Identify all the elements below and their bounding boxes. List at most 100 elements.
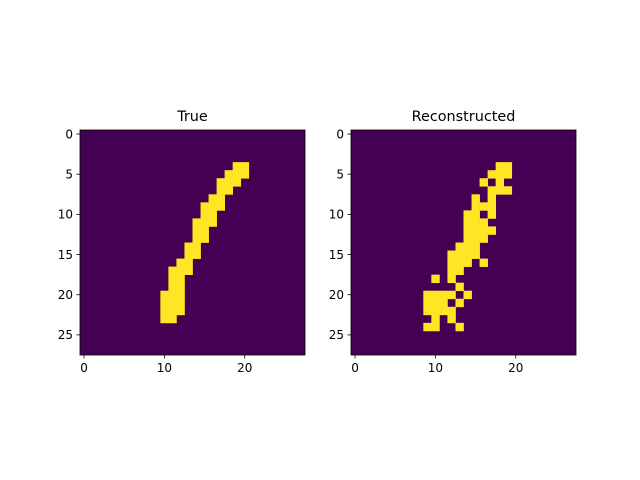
pixel-cell: [503, 162, 513, 171]
pixel-cell: [192, 234, 201, 243]
pixel-cell: [447, 314, 456, 324]
axes-frame: [350, 129, 577, 356]
image-cells: [351, 130, 576, 355]
pixel-cell: [431, 306, 440, 316]
pixel-cell: [431, 290, 440, 300]
pixel-cell: [176, 258, 185, 267]
y-tick-label: 10: [329, 208, 344, 222]
pixel-cell: [192, 226, 201, 235]
pixel-cell: [192, 250, 201, 259]
pixel-cell: [184, 258, 193, 267]
pixel-cell: [471, 218, 480, 227]
pixel-cell: [184, 250, 193, 259]
x-tick-label: 20: [237, 361, 252, 375]
pixel-cell: [447, 266, 456, 275]
pixel-cell: [431, 322, 440, 332]
pixel-cell: [463, 218, 472, 227]
pixel-cell: [447, 274, 456, 284]
pixel-cell: [423, 306, 432, 316]
pixel-cell: [176, 298, 185, 308]
y-tick-label: 10: [58, 208, 73, 222]
y-tick-label: 0: [336, 127, 344, 141]
pixel-cell: [487, 202, 496, 211]
y-tick-label: 20: [58, 288, 73, 302]
pixel-cell: [463, 258, 472, 267]
panel-title: True: [176, 109, 208, 125]
pixel-cell: [192, 242, 201, 251]
pixel-cell: [168, 290, 177, 300]
pixel-cell: [463, 250, 472, 259]
pixel-cell: [447, 290, 456, 300]
pixel-cell: [447, 250, 456, 259]
pixel-cell: [431, 274, 440, 284]
pixel-cell: [216, 202, 225, 211]
pixel-cell: [439, 290, 448, 300]
pixel-cell: [423, 298, 432, 308]
pixel-cell: [455, 258, 464, 267]
pixel-cell: [200, 234, 209, 243]
pixel-cell: [463, 210, 472, 219]
y-tick-label: 5: [65, 167, 73, 181]
y-tick-label: 20: [329, 288, 344, 302]
pixel-cell: [176, 274, 185, 284]
pixel-cell: [224, 186, 234, 195]
pixel-cell: [208, 218, 217, 227]
pixel-cell: [479, 218, 488, 227]
pixel-cell: [176, 282, 185, 292]
pixel-cell: [479, 178, 488, 187]
panel-true: True 0 10 20 0 5 10 15 20 25: [58, 109, 306, 375]
pixel-cell: [455, 282, 464, 292]
pixel-cell: [240, 162, 250, 171]
pixel-cell: [224, 170, 234, 179]
pixel-cell: [471, 250, 480, 259]
pixel-cell: [176, 290, 185, 300]
axes-frame: [79, 129, 306, 356]
pixel-cell: [232, 170, 242, 179]
x-tick-label: 10: [428, 361, 443, 375]
pixel-cell: [455, 242, 464, 251]
pixel-cell: [503, 186, 513, 195]
y-tick-label: 25: [58, 328, 73, 342]
pixel-cell: [160, 290, 169, 300]
axes: 0 10 20 0 5 10 15 20 25: [58, 127, 306, 375]
pixel-cell: [208, 202, 217, 211]
pixel-cell: [200, 210, 209, 219]
pixel-cell: [423, 322, 432, 332]
pixel-cell: [216, 194, 225, 203]
pixel-cell: [184, 266, 193, 275]
pixel-cell: [495, 170, 505, 179]
pixel-cell: [240, 170, 250, 179]
pixel-cell: [479, 202, 488, 211]
pixel-cell: [439, 298, 448, 308]
pixel-cell: [463, 242, 472, 251]
pixel-cell: [439, 306, 448, 316]
pixel-cell: [447, 258, 456, 267]
pixel-cell: [431, 298, 440, 308]
pixel-cell: [455, 298, 464, 308]
pixel-cell: [455, 250, 464, 259]
pixel-cell: [463, 290, 472, 300]
panel-title: Reconstructed: [412, 109, 516, 125]
pixel-cell: [232, 178, 242, 187]
pixel-cell: [168, 298, 177, 308]
panel-reconstructed: Reconstructed 0 10 20 0 5 10 15 20 25: [329, 109, 577, 375]
pixel-cell: [216, 186, 225, 195]
pixel-cell: [184, 242, 193, 251]
pixel-cell: [160, 314, 169, 324]
pixel-cell: [479, 226, 488, 235]
pixel-cell: [487, 210, 496, 219]
pixel-cell: [168, 306, 177, 316]
pixel-cell: [423, 290, 432, 300]
pixel-cell: [495, 186, 505, 195]
pixel-cell: [479, 234, 488, 243]
pixel-cell: [160, 298, 169, 308]
pixel-cell: [487, 194, 496, 203]
pixel-cell: [495, 178, 505, 187]
y-tick-label: 15: [329, 248, 344, 262]
y-tick-label: 0: [65, 127, 73, 141]
x-tick-label: 20: [508, 361, 523, 375]
pixel-cell: [168, 266, 177, 275]
pixel-cell: [216, 178, 225, 187]
pixel-cell: [447, 306, 456, 316]
